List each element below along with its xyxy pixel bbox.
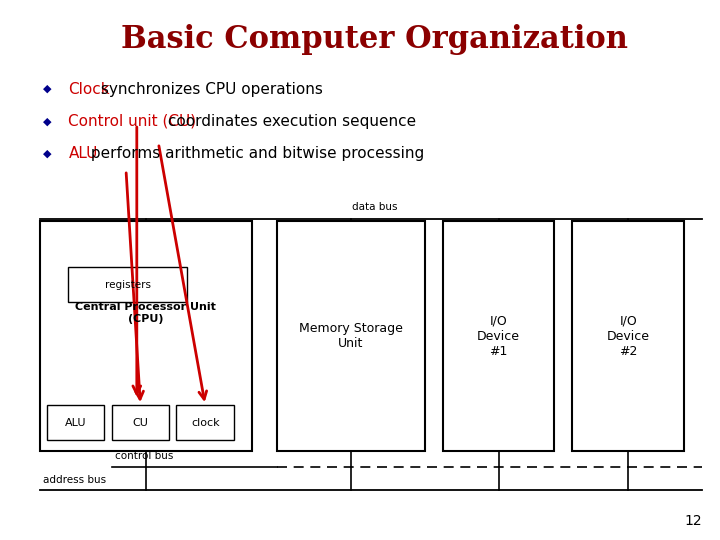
Bar — [176, 405, 234, 440]
Text: Clock: Clock — [68, 82, 110, 97]
Bar — [112, 405, 169, 440]
Text: clock: clock — [191, 417, 220, 428]
Text: I/O
Device
#1: I/O Device #1 — [477, 315, 520, 357]
Bar — [68, 267, 187, 302]
Text: coordinates execution sequence: coordinates execution sequence — [163, 114, 417, 129]
Text: ◆: ◆ — [42, 84, 51, 94]
Text: synchronizes CPU operations: synchronizes CPU operations — [96, 82, 323, 97]
Text: Central Processor Unit
(CPU): Central Processor Unit (CPU) — [76, 302, 216, 324]
Text: Basic Computer Organization: Basic Computer Organization — [121, 24, 628, 55]
Text: data bus: data bus — [351, 202, 397, 212]
Text: Memory Storage
Unit: Memory Storage Unit — [299, 322, 403, 350]
Text: registers: registers — [105, 280, 150, 290]
Text: ALU: ALU — [68, 146, 98, 161]
Text: performs arithmetic and bitwise processing: performs arithmetic and bitwise processi… — [86, 146, 424, 161]
Text: CU: CU — [132, 417, 148, 428]
Bar — [443, 221, 554, 451]
Text: control bus: control bus — [115, 450, 174, 461]
Text: I/O
Device
#2: I/O Device #2 — [607, 315, 649, 357]
Bar — [40, 221, 252, 451]
Text: ALU: ALU — [65, 417, 86, 428]
Text: 12: 12 — [685, 514, 702, 528]
Bar — [47, 405, 104, 440]
Text: ◆: ◆ — [42, 149, 51, 159]
Text: address bus: address bus — [43, 475, 107, 485]
Bar — [572, 221, 684, 451]
Text: ◆: ◆ — [42, 117, 51, 126]
Bar — [277, 221, 425, 451]
Text: Control unit (CU): Control unit (CU) — [68, 114, 197, 129]
